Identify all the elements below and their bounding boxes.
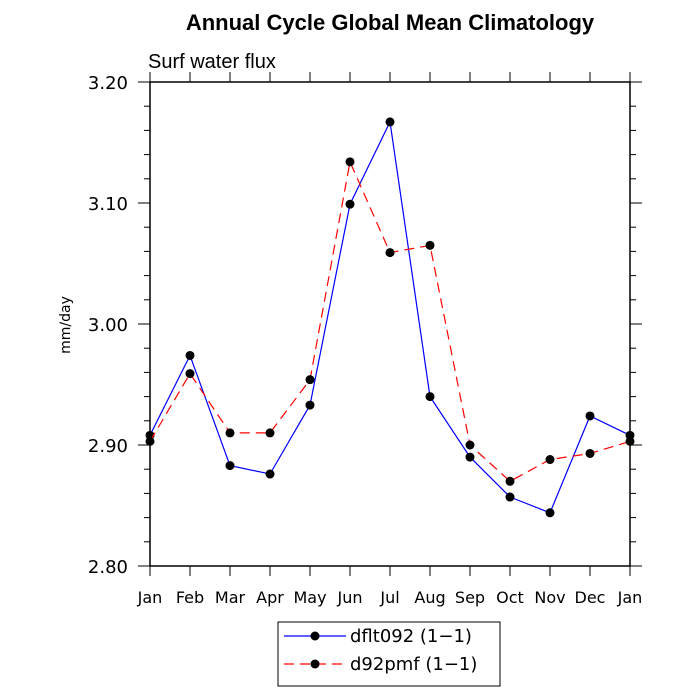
x-tick-label: Jul — [379, 588, 399, 607]
series-2-point — [625, 436, 635, 446]
x-tick-label: Oct — [496, 588, 524, 607]
x-tick-label: Aug — [414, 588, 445, 607]
legend-label-2: d92pmf (1−1) — [350, 654, 477, 675]
x-tick-label: Jun — [337, 588, 363, 607]
series-2-point — [145, 436, 155, 446]
series-2-point — [505, 476, 515, 486]
y-tick-label: 2.80 — [88, 557, 128, 578]
series-2-point — [545, 455, 555, 465]
x-tick-label: May — [293, 588, 326, 607]
series-2-point — [345, 157, 355, 167]
series-1-point — [465, 452, 475, 462]
chart-subtitle: Surf water flux — [148, 51, 276, 73]
series-2-point — [185, 369, 195, 379]
legend-label-1: dflt092 (1−1) — [350, 626, 472, 647]
axes: Jan Feb Mar Apr May Jun Jul Aug Sep Oct Nov Dec Jan 2… — [88, 72, 642, 607]
x-tick-label: Feb — [176, 588, 204, 607]
series-2-point — [465, 440, 475, 450]
y-tick-label: 2.90 — [88, 436, 128, 457]
legend-marker-1 — [310, 631, 320, 641]
series-layer — [145, 117, 635, 518]
x-tick-label: Sep — [455, 588, 485, 607]
y-tick-label: 3.10 — [88, 194, 128, 215]
legend-marker-2 — [310, 659, 320, 669]
chart-title: Annual Cycle Global Mean Climatology — [186, 10, 595, 35]
series-1-point — [385, 117, 395, 127]
series-1-point — [545, 508, 555, 518]
y-tick-label: 3.00 — [88, 315, 128, 336]
series-line-2 — [149, 159, 631, 483]
series-1-point — [225, 461, 235, 471]
series-1-point — [305, 400, 315, 410]
series-2-point — [225, 428, 235, 438]
series-1-point — [585, 411, 595, 421]
legend: dflt092 (1−1) d92pmf (1−1) — [277, 621, 501, 687]
x-tick-label: Nov — [534, 588, 565, 607]
series-1-point — [425, 392, 435, 402]
series-2-point — [385, 248, 395, 258]
series-2-point — [585, 448, 595, 458]
series-2-point — [425, 240, 435, 250]
y-axis-label: mm/day — [58, 296, 74, 354]
x-tick-label: Jan — [137, 588, 163, 607]
series-1-point — [265, 469, 275, 479]
series-2-point — [305, 375, 315, 385]
x-tick-label: Mar — [215, 588, 246, 607]
series-1-point — [505, 492, 515, 502]
series-line-1 — [149, 119, 631, 514]
x-tick-label: Jan — [617, 588, 643, 607]
y-tick-label: 3.20 — [88, 73, 128, 94]
series-1-point — [345, 199, 355, 209]
series-1-point — [185, 350, 195, 360]
x-tick-label: Apr — [256, 588, 284, 607]
x-tick-label: Dec — [575, 588, 606, 607]
series-2-point — [265, 428, 275, 438]
